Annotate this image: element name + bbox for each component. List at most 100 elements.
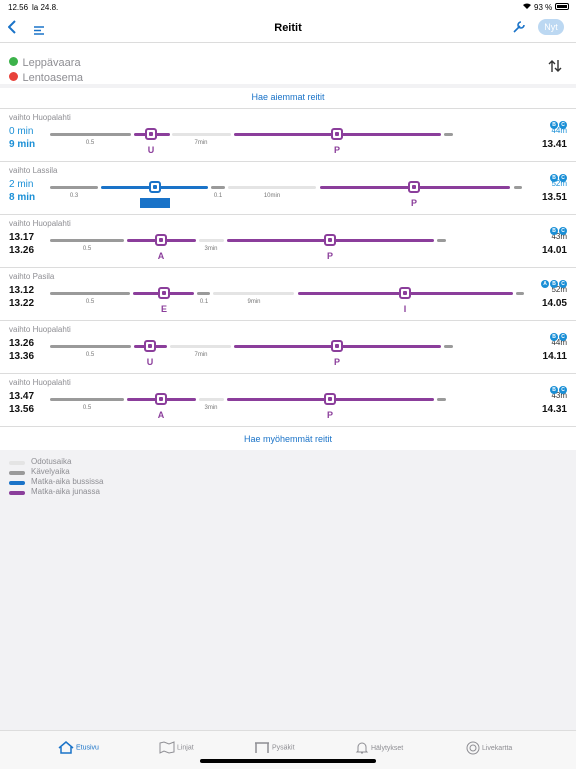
nav-bar: Reitit Nyt [0, 14, 576, 42]
walk-segment [50, 186, 98, 189]
tab-stops-label: Pysäkit [271, 744, 295, 752]
tab-stops[interactable]: Pysäkit [254, 741, 295, 754]
route-duration: 52m [551, 285, 567, 294]
walk-segment [444, 345, 453, 348]
route-arrival: 13.56 [9, 404, 35, 415]
walk-segment [50, 292, 130, 295]
walk-segment [50, 345, 131, 348]
zone-badge: C [559, 386, 567, 394]
route-arrival: 8 min [9, 192, 36, 203]
route-row[interactable]: vaihto Pasila 13.12 13.22 52m 14.05 A B C 0.5 0.1… [0, 268, 576, 321]
route-row[interactable]: vaihto Huopalahti 13.26 13.36 44m 14.11 B C 0.5… [0, 321, 576, 374]
zone-badge: A [541, 280, 549, 288]
legend-train-swatch [9, 491, 25, 495]
destination-marker-icon [9, 72, 18, 82]
vehicle-line-label: U [146, 357, 154, 367]
vehicle-line-label: P [326, 251, 333, 261]
train-icon [324, 393, 336, 405]
destination[interactable]: Lentoasema [9, 68, 83, 86]
page-title: Reitit [274, 22, 302, 34]
zone-badge: B [550, 174, 558, 182]
route-duration: 52m [551, 179, 567, 188]
segment-label: 10min [263, 193, 281, 199]
route-duration: 44m [551, 126, 567, 135]
bell-icon [355, 742, 369, 754]
route-transfer: vaihto Huopalahti [9, 325, 71, 334]
zone-badge: C [559, 121, 567, 129]
tab-livemap[interactable]: Livekartta [466, 741, 512, 755]
wait-segment [170, 345, 231, 348]
tab-lines-label: Linjat [176, 744, 194, 752]
segment-label: 0.5 [85, 352, 95, 358]
status-time: 12.56 [8, 3, 29, 12]
vehicle-line-label: E [160, 304, 167, 314]
radar-icon [466, 741, 480, 755]
wait-segment [172, 133, 231, 136]
zone-badge: C [559, 333, 567, 341]
vehicle-line-label: P [410, 198, 417, 208]
legend-panel [0, 450, 576, 730]
walk-segment [444, 133, 453, 136]
vehicle-line-label: P [333, 145, 340, 155]
route-row[interactable]: vaihto Huopalahti 13.47 13.56 43m 14.31 B C 0.5… [0, 374, 576, 427]
tab-lines[interactable]: Linjat [159, 741, 194, 754]
tab-home[interactable]: Etusivu [58, 741, 99, 754]
route-duration: 43m [551, 391, 567, 400]
legend-wait: Odotusaika [31, 457, 72, 466]
legend-bus-swatch [9, 481, 25, 485]
legend-walk: Kävelyaika [31, 467, 70, 476]
wait-segment [228, 186, 316, 189]
zone-badge: B [550, 280, 558, 288]
segment-label: 0.1 [213, 193, 223, 199]
route-end-time: 14.01 [541, 245, 567, 256]
route-row[interactable]: vaihto Huopalahti 13.17 13.26 43m 14.01 B C 0.5… [0, 215, 576, 268]
route-arrival: 13.22 [9, 298, 35, 309]
battery-icon [555, 3, 569, 10]
legend-walk-swatch [9, 471, 25, 475]
zone-badge: B [550, 333, 558, 341]
route-departure: 13.47 [9, 391, 35, 402]
now-button[interactable]: Nyt [538, 19, 564, 35]
tab-alerts[interactable]: Hälytykset [355, 741, 403, 755]
route-arrival: 13.26 [9, 245, 35, 256]
later-routes-link[interactable]: Hae myöhemmät reitit [243, 434, 333, 444]
route-duration: 44m [551, 338, 567, 347]
route-duration: 43m [551, 232, 567, 241]
back-icon[interactable] [7, 20, 16, 39]
segment-label: 0.5 [85, 299, 95, 305]
route-transfer: vaihto Pasila [9, 272, 55, 281]
train-icon [145, 128, 157, 140]
route-transfer: vaihto Huopalahti [9, 113, 71, 122]
walk-segment [516, 292, 524, 295]
train-icon [155, 393, 167, 405]
earlier-routes-link[interactable]: Hae aiemmat reitit [251, 92, 325, 102]
walk-segment [197, 292, 210, 295]
train-icon [408, 181, 420, 193]
destination-label: Lentoasema [22, 72, 83, 84]
route-row[interactable]: vaihto Huopalahti 0 min 9 min 44m 13.41 B C 0.5… [0, 109, 576, 162]
zone-badge: C [559, 227, 567, 235]
walk-segment [437, 239, 446, 242]
vehicle-line-label: A [157, 410, 165, 420]
legend-wait-swatch [9, 461, 25, 465]
walk-segment [437, 398, 446, 401]
segment-label: 3min [204, 405, 218, 411]
settings-wrench-icon[interactable] [512, 20, 526, 39]
segment-label: 0.1 [199, 299, 209, 305]
train-icon [144, 340, 156, 352]
train-icon [158, 287, 170, 299]
home-indicator [200, 759, 376, 763]
menu-icon[interactable] [34, 22, 44, 40]
segment-label: 9min [247, 299, 261, 305]
tab-home-label: Etusivu [75, 744, 99, 752]
swap-icon[interactable] [548, 59, 562, 78]
segment-label: 0.5 [82, 405, 92, 411]
walk-segment [50, 398, 124, 401]
tab-livemap-label: Livekartta [481, 744, 513, 752]
route-row[interactable]: vaihto Lassila 2 min 8 min 52m 13.51 B C 0.3 0.1… [0, 162, 576, 215]
zone-badge: C [559, 174, 567, 182]
origin[interactable]: Leppävaara [9, 53, 81, 71]
